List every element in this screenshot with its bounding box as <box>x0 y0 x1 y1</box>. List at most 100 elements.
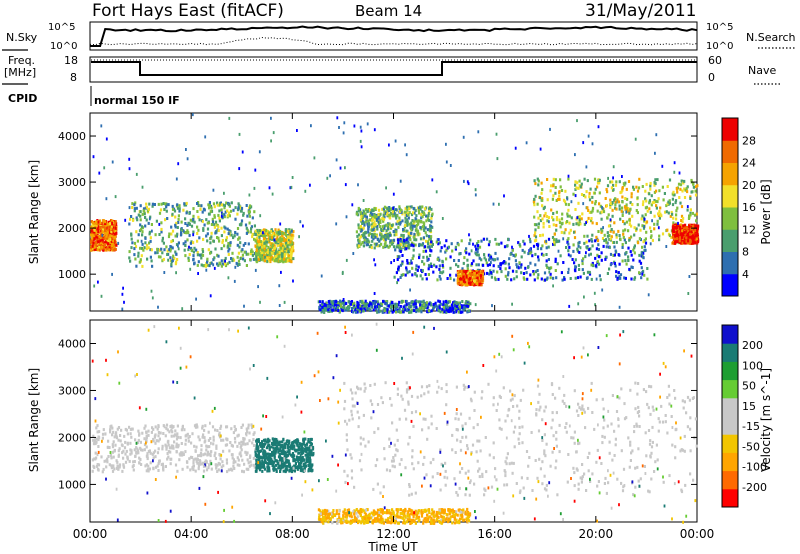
heatmap-cell <box>236 243 239 247</box>
heatmap-cell <box>586 246 589 250</box>
heatmap-cell <box>114 240 117 244</box>
nave-tick-high: 60 <box>708 54 722 67</box>
heatmap-cell <box>620 190 623 194</box>
heatmap-cell <box>385 302 388 306</box>
heatmap-cell <box>213 223 216 227</box>
heatmap-cell <box>415 223 418 227</box>
heatmap-cell <box>302 224 304 228</box>
heatmap-cell <box>386 308 389 312</box>
heatmap-cell <box>263 254 266 257</box>
freq-panel-frame <box>89 56 698 83</box>
heatmap-cell <box>490 275 493 279</box>
heatmap-cell <box>455 308 458 312</box>
heatmap-cell <box>567 237 570 241</box>
heatmap-cell <box>97 220 100 224</box>
heatmap-cell <box>450 303 453 307</box>
heatmap-cell <box>439 310 442 314</box>
heatmap-cell <box>537 258 540 262</box>
heatmap-cell <box>399 208 402 212</box>
heatmap-cell <box>236 227 240 230</box>
heatmap-cell <box>618 305 621 309</box>
heatmap-cell <box>417 233 420 237</box>
heatmap-cell <box>410 261 413 265</box>
heatmap-cell <box>637 186 641 190</box>
heatmap-cell <box>687 292 690 295</box>
heatmap-cell <box>369 213 372 217</box>
heatmap-cell <box>650 194 653 198</box>
heatmap-cell <box>495 132 498 136</box>
heatmap-cell <box>373 128 376 132</box>
heatmap-cell <box>233 234 236 238</box>
heatmap-cell <box>141 233 144 237</box>
heatmap-cell <box>594 187 597 191</box>
heatmap-cell <box>613 245 616 249</box>
heatmap-cell <box>172 254 175 258</box>
heatmap-cell <box>465 304 468 308</box>
heatmap-cell <box>134 245 138 249</box>
heatmap-cell <box>227 253 230 256</box>
heatmap-cell <box>253 257 257 261</box>
heatmap-cell <box>614 183 618 187</box>
heatmap-cell <box>150 223 153 226</box>
heatmap-cell <box>197 215 200 219</box>
heatmap-cell <box>374 300 377 304</box>
heatmap-cell <box>640 276 643 280</box>
heatmap-cell <box>574 194 577 198</box>
heatmap-cell <box>416 230 419 234</box>
heatmap-cell <box>113 228 116 232</box>
heatmap-cell <box>424 249 428 253</box>
heatmap-cell <box>413 238 416 242</box>
heatmap-cell <box>218 261 221 265</box>
heatmap-cell <box>323 311 326 314</box>
heatmap-cell <box>465 251 468 255</box>
heatmap-cell <box>175 252 178 256</box>
heatmap-cell <box>278 304 281 307</box>
heatmap-cell <box>259 257 262 261</box>
heatmap-cell <box>464 249 467 253</box>
heatmap-cell <box>504 274 507 278</box>
heatmap-cell <box>562 261 565 264</box>
heatmap-cell <box>417 219 420 223</box>
heatmap-cell <box>650 234 653 238</box>
heatmap-cell <box>693 231 696 235</box>
heatmap-cell <box>422 249 425 253</box>
heatmap-cell <box>456 279 459 283</box>
heatmap-cell <box>193 261 196 265</box>
heatmap-cell <box>213 214 216 218</box>
heatmap-cell <box>605 204 608 208</box>
heatmap-cell <box>274 228 277 232</box>
heatmap-cell <box>258 235 261 239</box>
heatmap-cell <box>387 207 390 211</box>
heatmap-cell <box>164 202 167 206</box>
heatmap-cell <box>192 230 195 234</box>
heatmap-cell <box>253 210 256 214</box>
heatmap-cell <box>269 248 272 252</box>
heatmap-cell <box>628 222 631 226</box>
heatmap-cell <box>671 197 674 201</box>
heatmap-cell <box>105 234 108 238</box>
heatmap-cell <box>201 253 205 257</box>
heatmap-cell <box>692 185 695 189</box>
heatmap-cell <box>460 305 463 309</box>
heatmap-cell <box>139 258 142 262</box>
heatmap-cell <box>680 219 683 222</box>
heatmap-cell <box>430 216 433 220</box>
heatmap-cell <box>240 219 244 223</box>
heatmap-cell <box>554 260 557 263</box>
heatmap-cell <box>683 187 686 191</box>
heatmap-cell <box>681 241 684 245</box>
heatmap-cell <box>410 308 413 312</box>
heatmap-cell <box>363 233 366 237</box>
heatmap-cell <box>96 246 100 250</box>
heatmap-cell <box>483 256 486 260</box>
heatmap-cell <box>164 218 167 222</box>
heatmap-cell <box>207 221 210 225</box>
heatmap-cell <box>487 253 490 257</box>
heatmap-cell <box>284 238 287 242</box>
heatmap-cell <box>472 242 474 246</box>
heatmap-cell <box>642 251 645 255</box>
heatmap-cell <box>396 238 400 242</box>
heatmap-cell <box>614 249 617 253</box>
heatmap-cell <box>98 235 101 238</box>
heatmap-cell <box>283 239 286 243</box>
